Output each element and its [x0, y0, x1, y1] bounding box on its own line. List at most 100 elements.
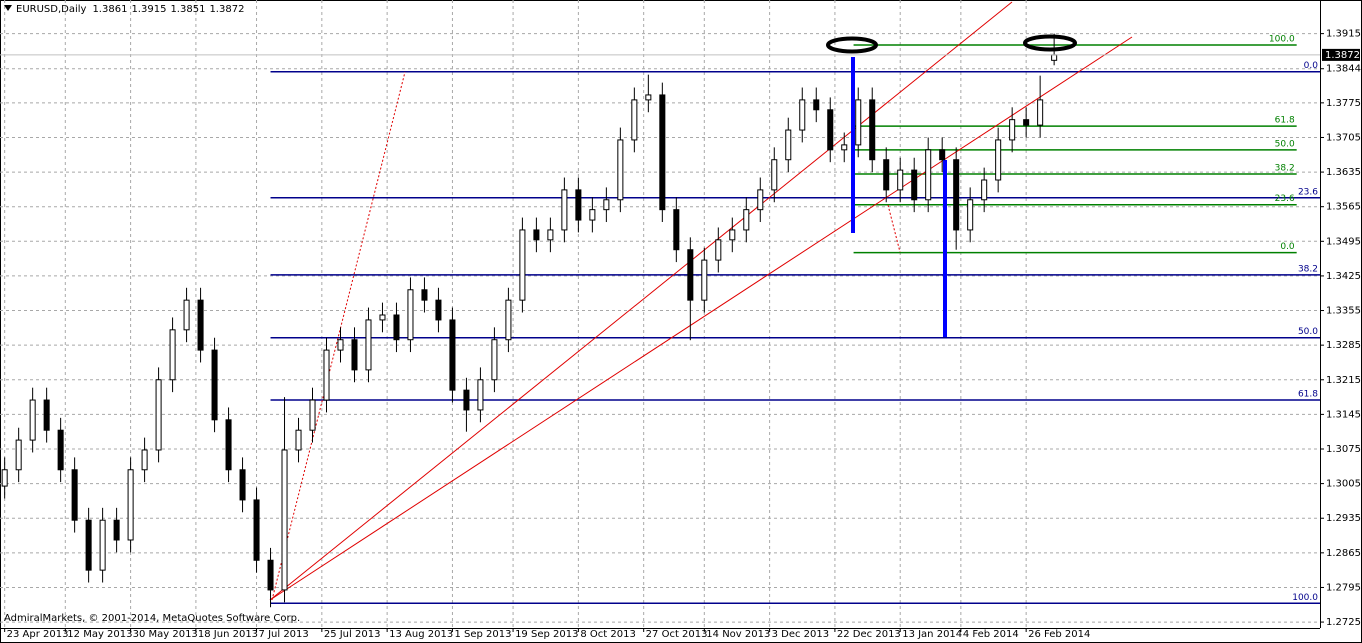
ellipse	[826, 36, 878, 54]
x-tick-label: 23 Apr 2013	[7, 629, 69, 640]
candle-body	[841, 144, 848, 151]
candle-body	[477, 379, 484, 411]
y-tick-label: 1.3915	[1326, 29, 1361, 40]
x-tick-label: 14 Nov 2013	[706, 629, 770, 640]
menu-triangle	[4, 5, 12, 11]
x-tick-label: 27 Oct 2013	[646, 629, 708, 640]
candle-body	[197, 299, 204, 351]
ellipse	[1023, 34, 1077, 52]
candle-body	[1051, 54, 1058, 61]
candle-body	[533, 229, 540, 241]
candle-body	[939, 149, 946, 161]
x-tick-label: 7 Jul 2013	[259, 629, 309, 640]
y-tick-label: 1.3075	[1326, 444, 1361, 455]
candle-body	[141, 449, 148, 471]
y-tick-label: 1.3495	[1326, 236, 1361, 247]
x-tick-label: 22 Dec 2013	[837, 629, 901, 640]
grid	[0, 0, 1320, 628]
candle-body	[407, 289, 414, 341]
x-tick-label: 4 Feb 2014	[963, 629, 1019, 640]
x-tick-label: 26 Feb 2014	[1028, 629, 1090, 640]
candle-body	[967, 199, 974, 231]
candle-body	[463, 389, 470, 411]
candle-body	[43, 399, 50, 431]
candle-body	[645, 94, 652, 101]
candle-body	[547, 229, 554, 241]
candle-body	[155, 379, 162, 451]
candle-body	[309, 399, 316, 431]
candle-body	[491, 339, 498, 381]
candle-body	[785, 129, 792, 161]
candle-body	[337, 339, 344, 351]
candle-body	[813, 99, 820, 111]
fibonacci: 0.0 23.6 38.2 50.0 61.8 100.0 100.0 61.8 50.0 38.…	[270, 34, 1320, 605]
candle-body	[225, 419, 232, 471]
candle-body	[995, 139, 1002, 181]
x-tick-label: 30 May 2013	[133, 629, 198, 640]
candle-body	[253, 499, 260, 561]
dotted-line	[271, 71, 406, 601]
candle-body	[981, 179, 988, 201]
x-tick-label: 25 Jul 2013	[324, 629, 381, 640]
candle-body	[239, 469, 246, 501]
candle-body	[617, 139, 624, 201]
fib-label: 50.0	[1275, 139, 1295, 149]
candle-body	[701, 259, 708, 301]
fib-label: 38.2	[1298, 264, 1318, 274]
candle-body	[281, 449, 288, 591]
candle-body	[757, 189, 764, 211]
candle-body	[71, 469, 78, 521]
candle-body	[421, 289, 428, 301]
fib-label: 61.8	[1275, 116, 1295, 126]
fib-label: 0.0	[1280, 242, 1295, 252]
candle-body	[267, 559, 274, 591]
x-tick-label: 3 Dec 2013	[772, 629, 830, 640]
y-tick-label: 1.2725	[1326, 617, 1361, 628]
price-label: 1.3872	[1325, 50, 1360, 61]
x-tick-label: 18 Jun 2013	[198, 629, 258, 640]
y-tick-label: 1.3355	[1326, 306, 1361, 317]
y-tick-label: 1.2795	[1326, 582, 1361, 593]
candle-body	[113, 519, 120, 541]
candle-body	[869, 99, 876, 161]
candle-body	[379, 314, 386, 321]
candle-body	[575, 189, 582, 221]
candle-body	[85, 519, 92, 571]
y-tick-label: 1.3145	[1326, 409, 1361, 420]
y-tick-label: 1.3635	[1326, 167, 1361, 178]
open: 1.3861	[92, 4, 127, 15]
candle-body	[211, 349, 218, 421]
price-label-box	[1322, 48, 1360, 61]
symbol: EURUSD,Daily	[16, 4, 87, 15]
candle-body	[631, 99, 638, 141]
candle-body	[743, 209, 750, 231]
candle-body	[897, 169, 904, 191]
y-tick-label: 1.3285	[1326, 340, 1361, 351]
highlights	[826, 34, 1077, 54]
y-tick-label: 1.2865	[1326, 548, 1361, 559]
candle-body	[1037, 99, 1044, 126]
candle-body	[911, 169, 918, 201]
drawings	[269, 1, 1133, 601]
fib-label: 23.6	[1298, 187, 1318, 197]
candle-body	[351, 339, 358, 371]
fib-label: 38.2	[1275, 164, 1295, 174]
fib-label: 23.6	[1275, 194, 1295, 204]
candle-body	[827, 109, 834, 151]
y-tick-label: 1.2935	[1326, 513, 1361, 524]
candle-body	[925, 149, 932, 201]
candle-body	[589, 209, 596, 221]
y-tick-label: 1.3425	[1326, 271, 1361, 282]
dotted-line	[887, 204, 901, 253]
candle-body	[603, 199, 610, 211]
x-tick-label: 13 Jan 2014	[902, 629, 962, 640]
candle-body	[449, 319, 456, 391]
fib-label: 100.0	[1292, 593, 1318, 603]
candle-body	[799, 99, 806, 131]
fib-label: 50.0	[1298, 327, 1318, 337]
candle-body	[953, 159, 960, 231]
close: 1.3872	[209, 4, 244, 15]
header: EURUSD,Daily 1.3861 1.3915 1.3851 1.3872	[16, 4, 244, 15]
candle-body	[295, 429, 302, 451]
